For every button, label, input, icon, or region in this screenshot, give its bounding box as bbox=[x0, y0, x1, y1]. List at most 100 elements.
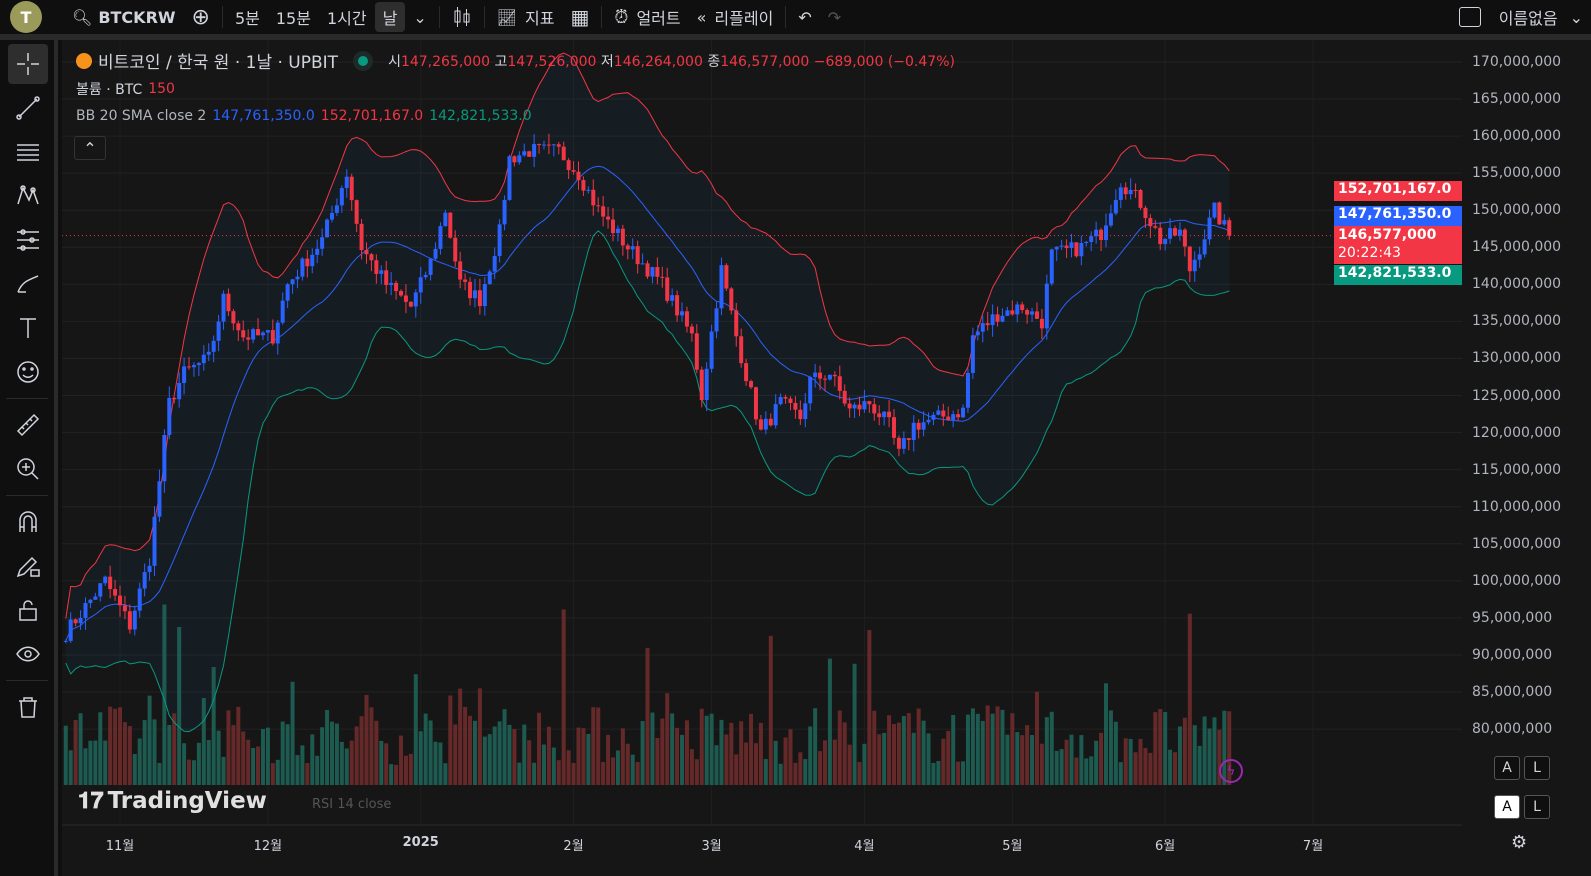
crosshair-tool[interactable] bbox=[8, 44, 48, 84]
volume-bar bbox=[236, 706, 241, 785]
time-tick-label: 3월 bbox=[701, 839, 722, 854]
candle-body bbox=[956, 414, 961, 418]
volume-legend[interactable]: 볼륨 · BTC 150 bbox=[76, 79, 175, 99]
stay-drawing-tool[interactable] bbox=[8, 546, 48, 586]
candle-body bbox=[630, 246, 635, 250]
candle-body bbox=[339, 188, 344, 206]
volume-bar bbox=[522, 724, 527, 785]
settings-gear-icon[interactable]: ⚙ bbox=[1511, 832, 1528, 853]
open-value: 147,265,000 bbox=[400, 53, 491, 70]
interval-1d[interactable]: 날 bbox=[374, 2, 406, 32]
measure-tool[interactable] bbox=[8, 405, 48, 445]
lightning-icon[interactable]: ϟ bbox=[1219, 759, 1243, 783]
candle-body bbox=[1104, 225, 1108, 241]
candle-body bbox=[655, 267, 660, 277]
volume-bar bbox=[551, 747, 556, 785]
zoom-tool[interactable] bbox=[8, 449, 48, 489]
lock-tool[interactable] bbox=[8, 590, 48, 630]
symbol-title[interactable]: 비트코인 / 한국 원 · 1날 · UPBIT bbox=[98, 53, 339, 73]
symbol-search-button[interactable]: 🔍︎ BTCKRW bbox=[64, 2, 184, 32]
candle-body bbox=[1138, 190, 1143, 208]
collapse-legend-button[interactable]: ⌃ bbox=[74, 136, 106, 160]
candle-body bbox=[581, 180, 586, 191]
volume-bar bbox=[1015, 732, 1020, 785]
volume-bar bbox=[620, 728, 625, 785]
candle-body bbox=[226, 293, 231, 312]
compare-add-button[interactable]: ⊕ bbox=[184, 2, 218, 32]
undo-icon: ↶ bbox=[798, 7, 812, 27]
candle-body bbox=[1089, 236, 1094, 242]
volume-bar bbox=[832, 739, 837, 785]
auto-scale-toggle-2[interactable]: A bbox=[1494, 795, 1520, 819]
text-tool[interactable] bbox=[8, 308, 48, 348]
alert-button[interactable]: ⏰︎ 얼러트 bbox=[606, 2, 688, 32]
volume-bar bbox=[901, 715, 906, 785]
volume-bar bbox=[645, 647, 650, 785]
volume-bar bbox=[665, 693, 670, 785]
volume-bar bbox=[221, 756, 226, 785]
volume-bar bbox=[857, 762, 862, 785]
price-tick-label: 130,000,000 bbox=[1472, 350, 1562, 367]
indicators-button[interactable]: 📈︎ 지표 bbox=[489, 2, 563, 32]
interval-1h[interactable]: 1시간 bbox=[326, 9, 367, 28]
fib-tool[interactable] bbox=[8, 132, 48, 172]
candle-body bbox=[704, 368, 709, 401]
time-axis[interactable]: 11월 12월 2025 2월 3월 4월 5월 6월 7월 bbox=[62, 825, 1462, 865]
delete-tool[interactable] bbox=[8, 687, 48, 727]
chevron-up-icon: ⌃ bbox=[83, 138, 97, 158]
redo-button[interactable]: ↷ bbox=[820, 2, 849, 32]
forecast-tool[interactable] bbox=[8, 220, 48, 260]
candle-body bbox=[497, 224, 502, 257]
redo-icon: ↷ bbox=[827, 7, 842, 27]
bitcoin-icon bbox=[76, 52, 92, 69]
interval-dropdown[interactable]: ⌄ bbox=[405, 2, 434, 32]
avatar[interactable]: T bbox=[10, 1, 42, 33]
volume-bar bbox=[591, 707, 596, 785]
brush-tool[interactable] bbox=[8, 264, 48, 304]
bb-legend[interactable]: BB 20 SMA close 2 147,761,350.0 152,701,16… bbox=[76, 108, 532, 124]
volume-bar bbox=[1089, 756, 1094, 785]
candle-body bbox=[1059, 245, 1064, 247]
templates-button[interactable]: ▦ bbox=[563, 2, 598, 32]
chart-canvas[interactable] bbox=[62, 40, 1591, 876]
candle-body bbox=[640, 263, 645, 265]
volume-bar bbox=[1187, 613, 1192, 785]
volume-bar bbox=[827, 658, 832, 785]
volume-bar bbox=[98, 712, 103, 785]
log-scale-toggle[interactable]: L bbox=[1524, 756, 1550, 780]
log-scale-toggle-2[interactable]: L bbox=[1524, 795, 1550, 819]
volume-bar bbox=[980, 720, 985, 785]
indicators-label: 지표 bbox=[525, 9, 555, 28]
candle-body bbox=[970, 335, 975, 373]
volume-bar bbox=[1059, 749, 1064, 785]
volume-bar bbox=[1182, 717, 1187, 785]
volume-bar bbox=[364, 694, 369, 785]
chart-type-button[interactable] bbox=[444, 2, 480, 32]
candle-body bbox=[122, 605, 127, 612]
volume-bar bbox=[596, 707, 601, 785]
tradingview-logo[interactable]: 𝟏𝟕 TradingView bbox=[78, 788, 267, 814]
pattern-tool[interactable] bbox=[8, 176, 48, 216]
candle-body bbox=[783, 397, 788, 399]
candle-body bbox=[487, 271, 492, 285]
candle-body bbox=[551, 144, 556, 146]
chart-pane[interactable]: 비트코인 / 한국 원 · 1날 · UPBIT 시147,265,000 고1… bbox=[62, 40, 1591, 876]
candle-body bbox=[285, 284, 290, 301]
emoji-tool[interactable] bbox=[8, 352, 48, 392]
undo-button[interactable]: ↶ bbox=[790, 2, 819, 32]
volume-bar bbox=[1222, 710, 1227, 785]
magnet-tool[interactable] bbox=[8, 502, 48, 542]
trendline-tool[interactable] bbox=[8, 88, 48, 128]
volume-bar bbox=[443, 763, 448, 785]
candle-body bbox=[635, 246, 640, 265]
candle-body bbox=[1153, 226, 1158, 228]
volume-bar bbox=[1044, 717, 1049, 785]
interval-5m[interactable]: 5분 bbox=[234, 9, 260, 28]
magnet-icon bbox=[19, 511, 37, 532]
auto-scale-toggle[interactable]: A bbox=[1494, 756, 1520, 780]
hide-tool[interactable] bbox=[8, 634, 48, 674]
volume-bar bbox=[63, 725, 68, 785]
replay-button[interactable]: « 리플레이 bbox=[689, 2, 782, 32]
interval-15m[interactable]: 15분 bbox=[275, 9, 311, 28]
layout-button[interactable]: 이름없음 ⌄ bbox=[1451, 2, 1591, 32]
